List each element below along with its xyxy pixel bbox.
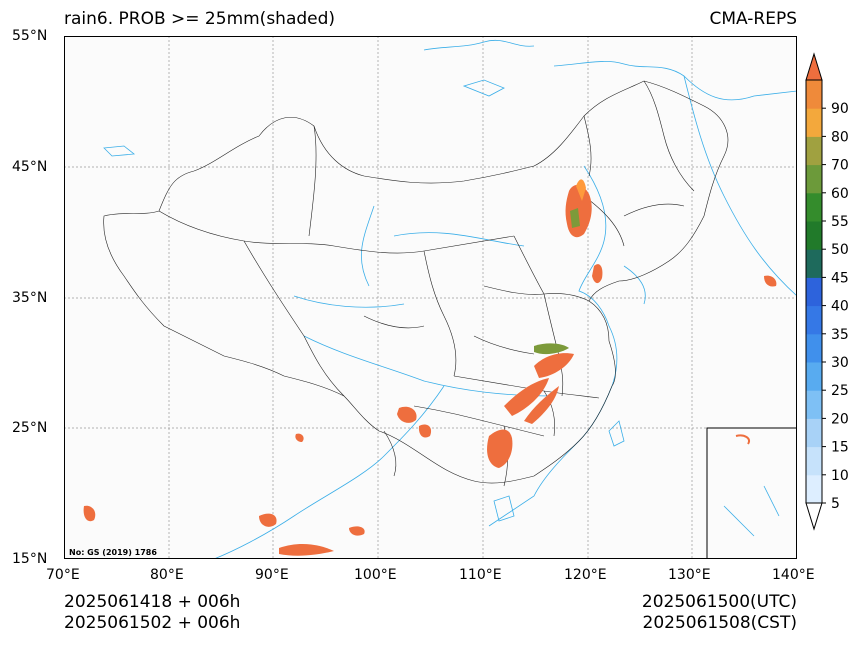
lon-label-100: 100°E (354, 567, 397, 583)
colorbar-over-arrow (805, 52, 823, 81)
colorbar-tick-label: 10 (831, 468, 849, 484)
colorbar-tick-label: 50 (831, 242, 849, 258)
map-background (64, 36, 797, 559)
lon-label-90: 90°E (255, 567, 289, 583)
map-svg: No: GS (2019) 1786 (64, 36, 797, 559)
init-time-line1: 2025061418 + 006h (64, 592, 241, 612)
colorbar-bin (806, 80, 822, 109)
map-panel: No: GS (2019) 1786 (64, 36, 797, 559)
colorbar-tick-label: 5 (831, 496, 840, 512)
colorbar-bin (806, 305, 822, 335)
colorbar-tick-label: 80 (831, 129, 849, 145)
colorbar-bin (806, 362, 822, 391)
coastlines (103, 39, 797, 559)
colorbar-labels: 5 10 15 20 25 30 35 40 45 50 55 60 70 80 90 (822, 101, 849, 512)
chart-title-left: rain6. PROB >= 25mm(shaded) (64, 9, 336, 29)
lat-label-55: 55°N (12, 28, 48, 44)
colorbar-bin (806, 108, 822, 137)
lon-label-70: 70°E (46, 567, 80, 583)
precipitation-shading (83, 179, 777, 556)
colorbar-tick-label: 60 (831, 186, 849, 202)
colorbar-bin (806, 446, 822, 476)
colorbar-tick-label: 45 (831, 270, 849, 286)
lon-label-110: 110°E (459, 567, 502, 583)
map-source-note: No: GS (2019) 1786 (69, 548, 157, 557)
lat-label-35: 35°N (12, 290, 48, 306)
colorbar-tick-label: 30 (831, 355, 849, 371)
colorbar-bin (806, 390, 822, 419)
colorbar-bins (806, 80, 822, 504)
colorbar-tick-label: 15 (831, 440, 849, 456)
map-border (64, 36, 797, 559)
inset-south-china-sea (706, 427, 797, 559)
colorbar-bin (806, 277, 822, 307)
lon-label-140: 140°E (772, 567, 815, 583)
colorbar-tick-label: 55 (831, 214, 849, 230)
colorbar-bin (806, 221, 822, 250)
colorbar-bin (806, 418, 822, 448)
lon-label-80: 80°E (150, 567, 184, 583)
colorbar-tick-label: 40 (831, 299, 849, 315)
colorbar-bin (806, 192, 822, 222)
colorbar-bin (806, 249, 822, 278)
lat-label-25: 25°N (12, 420, 48, 436)
colorbar-tick-label: 90 (831, 101, 849, 117)
init-time-line2: 2025061502 + 006h (64, 613, 241, 633)
colorbar-tick-label: 25 (831, 383, 849, 399)
colorbar-frame (805, 79, 823, 504)
colorbar-bin (806, 136, 822, 166)
valid-time-block: 2025061500(UTC) 2025061508(CST) (642, 592, 797, 634)
colorbar-bin (806, 164, 822, 194)
lat-label-45: 45°N (12, 159, 48, 175)
colorbar-bin (806, 474, 822, 504)
lat-label-15: 15°N (12, 551, 48, 567)
valid-time-cst: 2025061508(CST) (642, 613, 797, 633)
chart-title-right: CMA-REPS (709, 9, 797, 29)
lon-label-120: 120°E (564, 567, 607, 583)
colorbar-under-arrow (805, 502, 823, 531)
lon-label-130: 130°E (668, 567, 711, 583)
colorbar-svg: 5 10 15 20 25 30 35 40 45 50 55 60 70 80 90 (805, 52, 849, 531)
colorbar-tick-label: 70 (831, 158, 849, 174)
colorbar-bin (806, 333, 822, 363)
graticule (64, 36, 797, 559)
valid-time-utc: 2025061500(UTC) (641, 592, 797, 612)
init-time-block: 2025061418 + 006h 2025061502 + 006h (64, 592, 240, 634)
colorbar-tick-label: 20 (831, 411, 849, 427)
colorbar-tick-label: 35 (831, 327, 849, 343)
colorbar: 5 10 15 20 25 30 35 40 45 50 55 60 70 80 90 (804, 52, 860, 532)
